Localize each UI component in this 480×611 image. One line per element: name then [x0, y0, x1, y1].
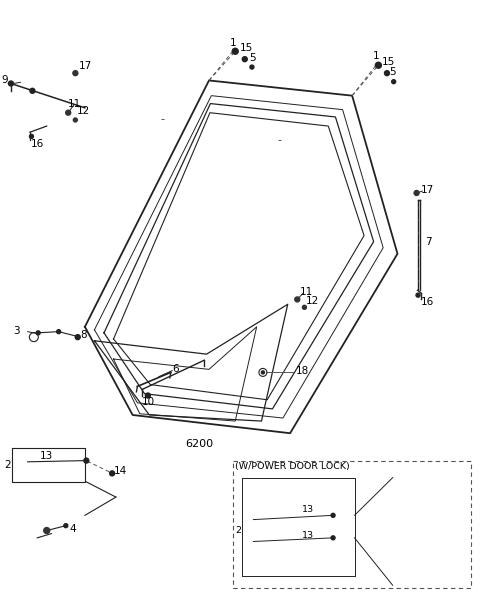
Circle shape: [331, 536, 335, 540]
Text: 17: 17: [420, 185, 433, 195]
Circle shape: [9, 81, 13, 86]
Text: 16: 16: [420, 297, 433, 307]
Circle shape: [73, 118, 77, 122]
Text: 16: 16: [31, 139, 44, 149]
Text: 6200: 6200: [185, 439, 213, 449]
Circle shape: [331, 513, 335, 518]
Text: 7: 7: [425, 236, 432, 247]
Text: 5: 5: [389, 67, 396, 77]
Circle shape: [302, 306, 306, 309]
Circle shape: [84, 458, 89, 463]
Circle shape: [57, 330, 60, 334]
Text: 4: 4: [69, 524, 76, 535]
Text: 3: 3: [13, 326, 20, 336]
Text: 15: 15: [382, 57, 396, 67]
Text: 2: 2: [235, 526, 241, 535]
Text: 5: 5: [250, 53, 256, 63]
Circle shape: [416, 293, 420, 297]
Text: 17: 17: [79, 61, 92, 71]
Text: 18: 18: [296, 366, 310, 376]
Text: 15: 15: [240, 43, 253, 53]
Text: 1: 1: [372, 51, 379, 61]
Circle shape: [232, 48, 238, 54]
Text: 12: 12: [306, 296, 319, 306]
Circle shape: [64, 524, 68, 528]
Circle shape: [75, 335, 80, 340]
Circle shape: [29, 134, 34, 139]
Circle shape: [375, 62, 382, 68]
Circle shape: [262, 371, 264, 374]
Text: 12: 12: [77, 106, 90, 116]
Circle shape: [66, 110, 71, 115]
Text: 14: 14: [114, 466, 127, 476]
Text: 13: 13: [302, 505, 314, 514]
Text: 11: 11: [68, 98, 82, 109]
Text: 13: 13: [302, 531, 314, 540]
Circle shape: [384, 71, 389, 76]
Text: 11: 11: [300, 287, 313, 297]
Text: 8: 8: [80, 330, 87, 340]
Text: 9: 9: [1, 75, 8, 86]
Circle shape: [109, 471, 115, 476]
Circle shape: [250, 65, 254, 69]
Text: 6: 6: [172, 364, 179, 375]
Circle shape: [392, 79, 396, 84]
Circle shape: [44, 527, 50, 533]
Circle shape: [36, 331, 40, 335]
Text: 2: 2: [4, 460, 11, 470]
Circle shape: [414, 191, 419, 196]
Text: (W/POWER DOOR LOCK): (W/POWER DOOR LOCK): [235, 462, 350, 471]
Circle shape: [295, 297, 300, 302]
Circle shape: [242, 57, 247, 62]
Text: 1: 1: [229, 38, 236, 48]
Text: 13: 13: [39, 451, 53, 461]
Circle shape: [73, 71, 78, 76]
Circle shape: [145, 393, 150, 398]
Circle shape: [30, 89, 35, 93]
Text: 10: 10: [142, 397, 156, 406]
